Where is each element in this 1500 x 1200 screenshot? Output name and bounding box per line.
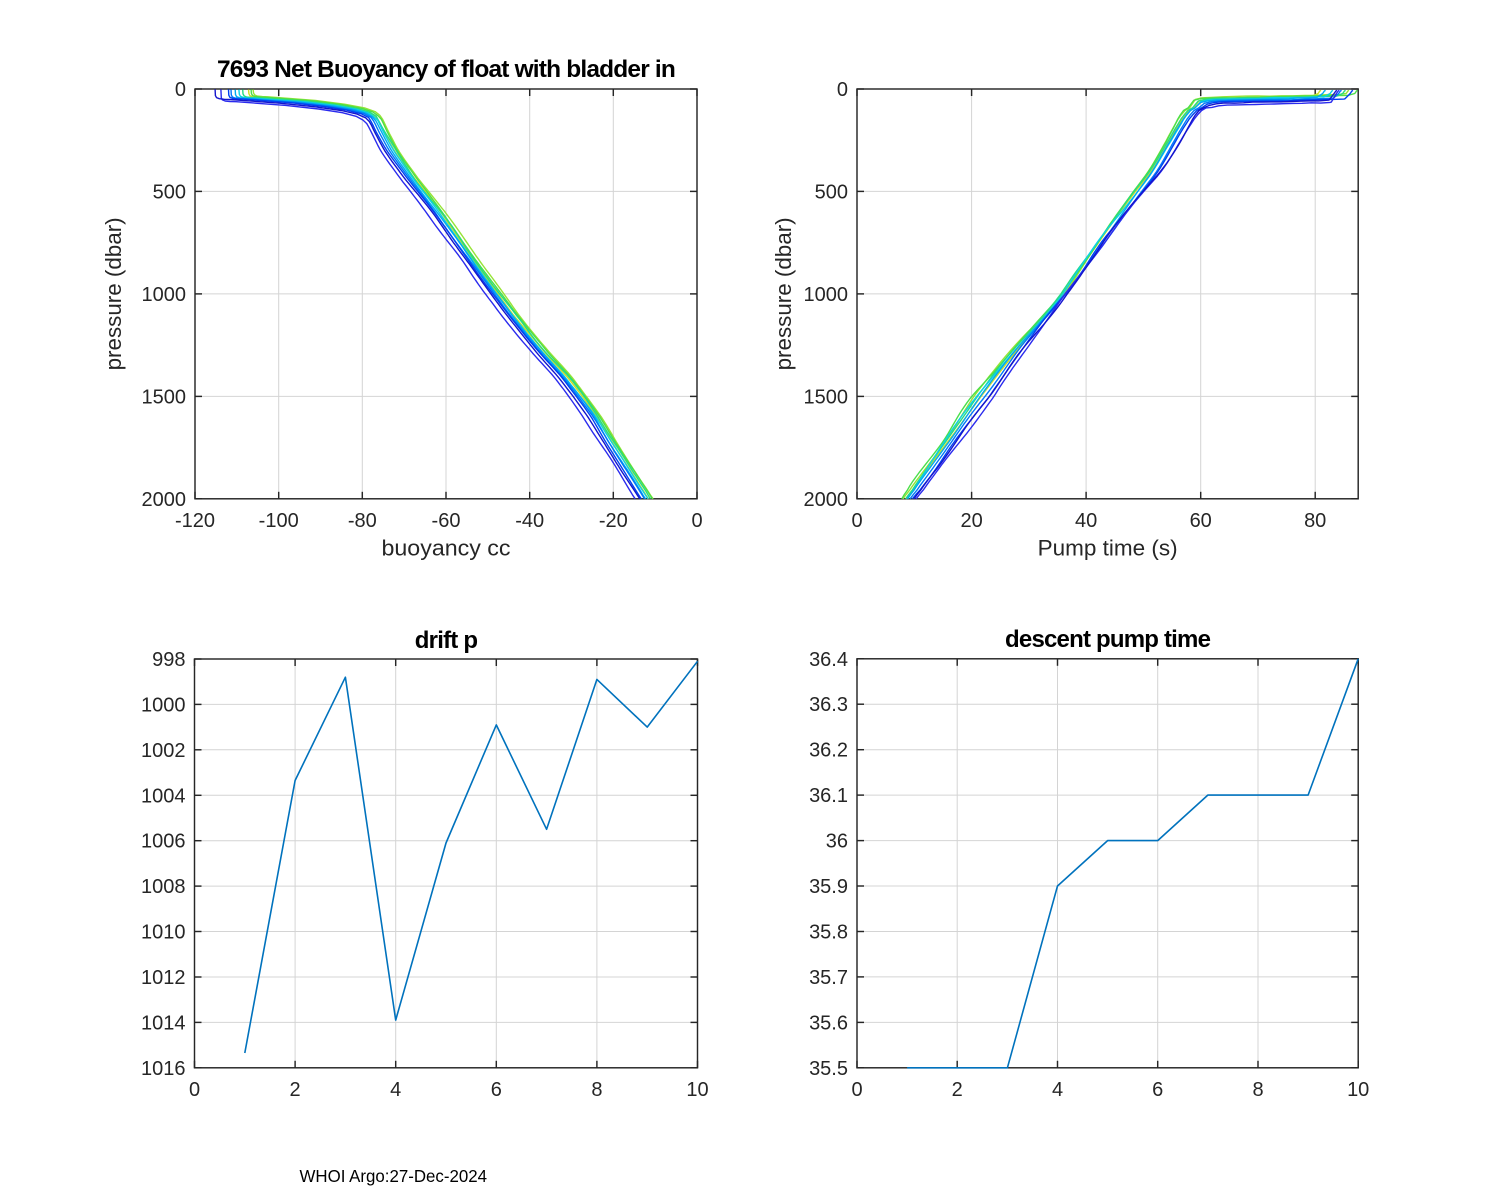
svg-text:1008: 1008	[141, 876, 186, 898]
svg-text:1006: 1006	[141, 831, 186, 853]
svg-text:-20: -20	[599, 510, 628, 532]
svg-text:35.8: 35.8	[809, 922, 848, 944]
svg-text:1000: 1000	[804, 284, 849, 306]
svg-text:0: 0	[851, 1079, 862, 1101]
svg-text:40: 40	[1075, 510, 1097, 532]
svg-text:10: 10	[686, 1079, 708, 1101]
svg-text:36.3: 36.3	[809, 694, 848, 716]
svg-text:buoyancy cc: buoyancy cc	[382, 536, 511, 561]
svg-text:500: 500	[815, 181, 848, 203]
svg-text:0: 0	[851, 510, 862, 532]
svg-text:20: 20	[960, 510, 982, 532]
svg-text:36.1: 36.1	[809, 785, 848, 807]
svg-text:WHOI Argo:27-Dec-2024: WHOI Argo:27-Dec-2024	[300, 1166, 488, 1186]
svg-text:descent pump time: descent pump time	[1005, 626, 1211, 653]
svg-text:1014: 1014	[141, 1012, 186, 1034]
svg-text:7693 Net Buoyancy of float wit: 7693 Net Buoyancy of float with bladder …	[217, 56, 675, 83]
svg-text:-60: -60	[432, 510, 461, 532]
svg-text:1012: 1012	[141, 967, 186, 989]
svg-text:1004: 1004	[141, 785, 186, 807]
svg-text:2000: 2000	[804, 489, 849, 511]
svg-text:pressure (dbar): pressure (dbar)	[771, 217, 796, 370]
svg-text:0: 0	[189, 1079, 200, 1101]
svg-text:36.2: 36.2	[809, 740, 848, 762]
svg-text:2000: 2000	[142, 489, 187, 511]
svg-text:drift p: drift p	[415, 627, 478, 654]
svg-text:-80: -80	[348, 510, 377, 532]
svg-text:1016: 1016	[141, 1058, 186, 1080]
svg-text:80: 80	[1304, 510, 1326, 532]
svg-text:0: 0	[691, 510, 702, 532]
svg-text:35.7: 35.7	[809, 967, 848, 989]
svg-text:-120: -120	[175, 510, 215, 532]
svg-text:8: 8	[591, 1079, 602, 1101]
svg-text:1000: 1000	[141, 694, 186, 716]
svg-text:1010: 1010	[141, 922, 186, 944]
svg-text:35.5: 35.5	[809, 1058, 848, 1080]
svg-text:Pump time (s): Pump time (s)	[1038, 536, 1178, 561]
svg-text:2: 2	[290, 1079, 301, 1101]
svg-text:500: 500	[153, 181, 186, 203]
svg-text:4: 4	[1052, 1079, 1063, 1101]
svg-text:36: 36	[826, 831, 848, 853]
svg-text:6: 6	[491, 1079, 502, 1101]
svg-text:8: 8	[1252, 1079, 1263, 1101]
svg-text:10: 10	[1347, 1079, 1369, 1101]
svg-text:36.4: 36.4	[809, 649, 848, 671]
svg-text:pressure (dbar): pressure (dbar)	[101, 217, 126, 370]
svg-text:6: 6	[1152, 1079, 1163, 1101]
svg-text:60: 60	[1190, 510, 1212, 532]
svg-text:0: 0	[175, 79, 186, 101]
svg-text:4: 4	[390, 1079, 401, 1101]
svg-text:0: 0	[837, 79, 848, 101]
svg-text:1500: 1500	[142, 386, 187, 408]
svg-text:-100: -100	[259, 510, 299, 532]
svg-text:998: 998	[152, 649, 185, 671]
svg-text:1002: 1002	[141, 740, 186, 762]
svg-text:35.9: 35.9	[809, 876, 848, 898]
svg-text:1000: 1000	[142, 284, 187, 306]
svg-text:2: 2	[952, 1079, 963, 1101]
svg-text:35.6: 35.6	[809, 1012, 848, 1034]
svg-text:1500: 1500	[804, 386, 849, 408]
svg-text:-40: -40	[515, 510, 544, 532]
